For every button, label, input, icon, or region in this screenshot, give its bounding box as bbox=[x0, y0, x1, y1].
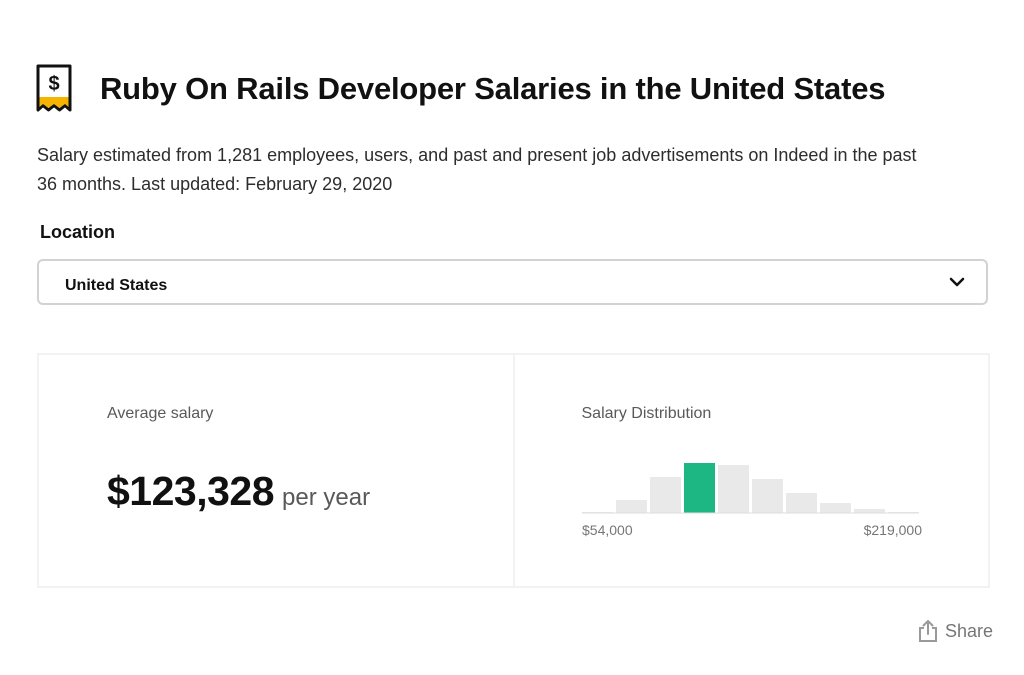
average-salary-card: Average salary $123,328 per year bbox=[39, 355, 513, 586]
svg-text:$: $ bbox=[48, 73, 59, 95]
share-label: Share bbox=[945, 620, 994, 641]
distribution-bar bbox=[785, 493, 817, 513]
salary-distribution-label: Salary Distribution bbox=[581, 405, 712, 422]
distribution-min-label: $54,000 bbox=[582, 522, 633, 538]
distribution-bar bbox=[853, 509, 885, 513]
distribution-bar bbox=[717, 465, 749, 513]
average-salary-label: Average salary bbox=[107, 405, 214, 422]
salary-period: per year bbox=[282, 484, 371, 511]
page-header: $ Ruby On Rails Developer Salaries in th… bbox=[36, 64, 886, 114]
average-salary-value: $123,328 bbox=[107, 468, 275, 514]
location-select[interactable]: United States bbox=[37, 259, 988, 305]
salary-cards: Average salary $123,328 per year Salary D… bbox=[37, 353, 990, 588]
distribution-bar bbox=[649, 477, 681, 513]
share-icon bbox=[919, 620, 937, 642]
salary-distribution-chart bbox=[581, 463, 919, 514]
distribution-bar bbox=[615, 500, 647, 513]
salary-distribution-card: Salary Distribution bbox=[512, 355, 989, 586]
salary-description: Salary estimated from 1,281 employees, u… bbox=[37, 145, 917, 194]
location-selected-value: United States bbox=[65, 277, 168, 294]
distribution-bar bbox=[819, 503, 851, 513]
average-salary-line: $123,328 per year bbox=[107, 468, 370, 515]
chevron-down-icon bbox=[949, 277, 965, 287]
page-title: Ruby On Rails Developer Salaries in the … bbox=[100, 71, 886, 106]
distribution-bar-highlight bbox=[683, 463, 715, 513]
distribution-bar bbox=[751, 479, 783, 513]
share-button[interactable]: Share bbox=[917, 619, 993, 643]
salary-receipt-icon: $ bbox=[36, 64, 72, 112]
location-label: Location bbox=[40, 222, 115, 242]
distribution-max-label: $219,000 bbox=[863, 522, 922, 538]
